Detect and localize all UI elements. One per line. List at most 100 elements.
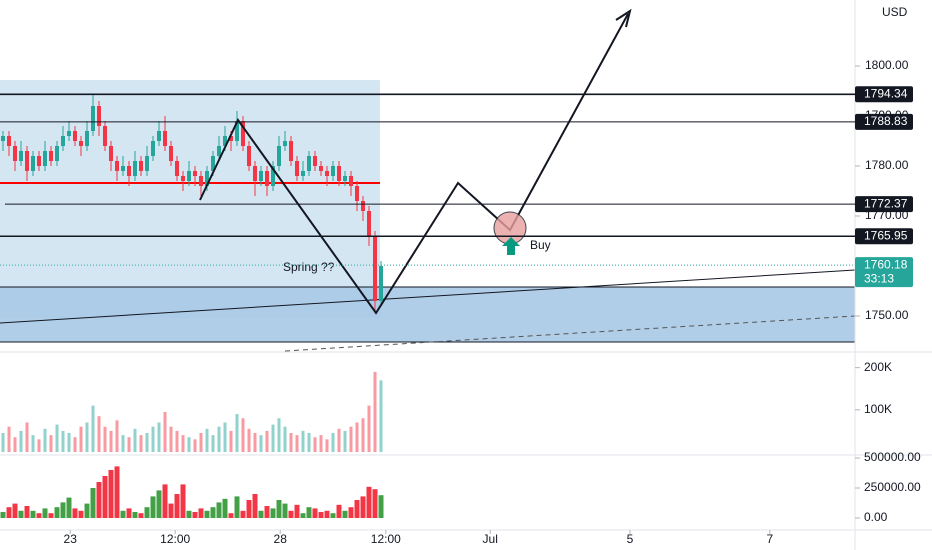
candle-body [283, 141, 287, 146]
volume-bar [181, 435, 185, 452]
volume-bar [61, 430, 65, 452]
candle-body [187, 171, 191, 181]
volume-bar [253, 433, 257, 452]
x-tick-label: 5 [627, 532, 634, 546]
indicator-bar [96, 482, 102, 518]
level-label-bg [855, 86, 913, 103]
indicator-bar [72, 508, 78, 518]
indicator-bar [336, 504, 342, 518]
indicator-bar [354, 500, 360, 518]
candle-body [241, 121, 245, 146]
y-tick-label: 200K [864, 360, 892, 374]
candle-body [235, 121, 239, 141]
volume-bar [55, 424, 59, 452]
volume-bar [235, 414, 239, 452]
volume-bar [367, 405, 371, 452]
volume-bar [19, 430, 23, 452]
candle-body [205, 171, 209, 186]
candle-body [379, 266, 383, 301]
candle-body [265, 171, 269, 186]
indicator-bar [342, 510, 348, 518]
volume-bar [169, 426, 173, 452]
indicator-bar [66, 497, 72, 518]
indicator-bar [24, 506, 30, 518]
candle-body [325, 171, 329, 176]
indicator-bar [300, 513, 306, 518]
candle-body [163, 131, 167, 146]
volume-bar [1, 433, 5, 452]
y-tick-label: 100K [864, 402, 892, 416]
indicator-bar [372, 489, 378, 518]
indicator-bar [12, 503, 18, 518]
indicator-bar [288, 510, 294, 518]
candle-body [37, 156, 41, 166]
volume-bar [91, 405, 95, 452]
marks [0, 65, 860, 534]
indicator-bar [84, 503, 90, 518]
indicator-bar [306, 507, 312, 518]
indicator-bar [90, 488, 96, 518]
volume-bar [211, 435, 215, 452]
indicator-bar [186, 510, 192, 518]
volume-bar [379, 380, 383, 452]
indicator-bar [246, 500, 252, 518]
candle-body [343, 176, 347, 181]
volume-bar [289, 433, 293, 452]
volume-bar [67, 433, 71, 452]
candle-body [319, 166, 323, 171]
indicator-bar [18, 510, 24, 518]
indicator-bar [252, 494, 258, 518]
candle-body [217, 146, 221, 156]
volume-bar [361, 418, 365, 452]
candle-body [85, 131, 89, 146]
volume-bar [229, 430, 233, 452]
candle-body [295, 161, 299, 176]
candle-body [301, 171, 305, 176]
volume-bar [193, 439, 197, 452]
indicator-bar [114, 466, 120, 518]
candle-body [103, 126, 107, 146]
indicator-bar [240, 510, 246, 518]
indicator-bar [264, 506, 270, 518]
spring-label: Spring ?? [283, 260, 335, 274]
volume-bar [259, 435, 263, 452]
indicator-bar [222, 498, 228, 518]
indicator-bar [156, 490, 162, 518]
y-tick-label: 1800.00 [865, 58, 909, 72]
volume-bar [283, 426, 287, 452]
candle-body [157, 131, 161, 141]
volume-bar [343, 430, 347, 452]
indicator-bar [168, 503, 174, 518]
currency-label: USD [882, 5, 908, 19]
candle-body [1, 136, 5, 141]
volume-bar [349, 426, 353, 452]
volume-bar [325, 439, 329, 452]
volume-bar [295, 435, 299, 452]
candle-body [361, 201, 365, 211]
indicator-bar [120, 510, 126, 518]
indicator-bar [198, 508, 204, 518]
candle-body [19, 151, 23, 161]
volume-bar [301, 430, 305, 452]
indicator-bar [216, 502, 222, 518]
volume-bar [115, 420, 119, 452]
candle-body [61, 136, 65, 146]
y-tick-label: 0.00 [864, 510, 888, 524]
candle-body [121, 166, 125, 171]
candle-body [223, 136, 227, 146]
countdown-label: 33:13 [864, 271, 894, 285]
indicator-bar [258, 510, 264, 518]
y-tick-label: 250000.00 [864, 480, 921, 494]
level-label-bg [855, 228, 913, 245]
candle-body [211, 156, 215, 171]
candle-body [97, 106, 101, 126]
indicator-bar [132, 512, 138, 518]
volume-bar [271, 424, 275, 452]
buy-label: Buy [530, 238, 551, 252]
candle-body [145, 156, 149, 171]
indicator-bar [174, 494, 180, 518]
indicator-bar [48, 513, 54, 518]
y-tick-label: 1780.00 [865, 158, 909, 172]
candle-body [337, 166, 341, 181]
